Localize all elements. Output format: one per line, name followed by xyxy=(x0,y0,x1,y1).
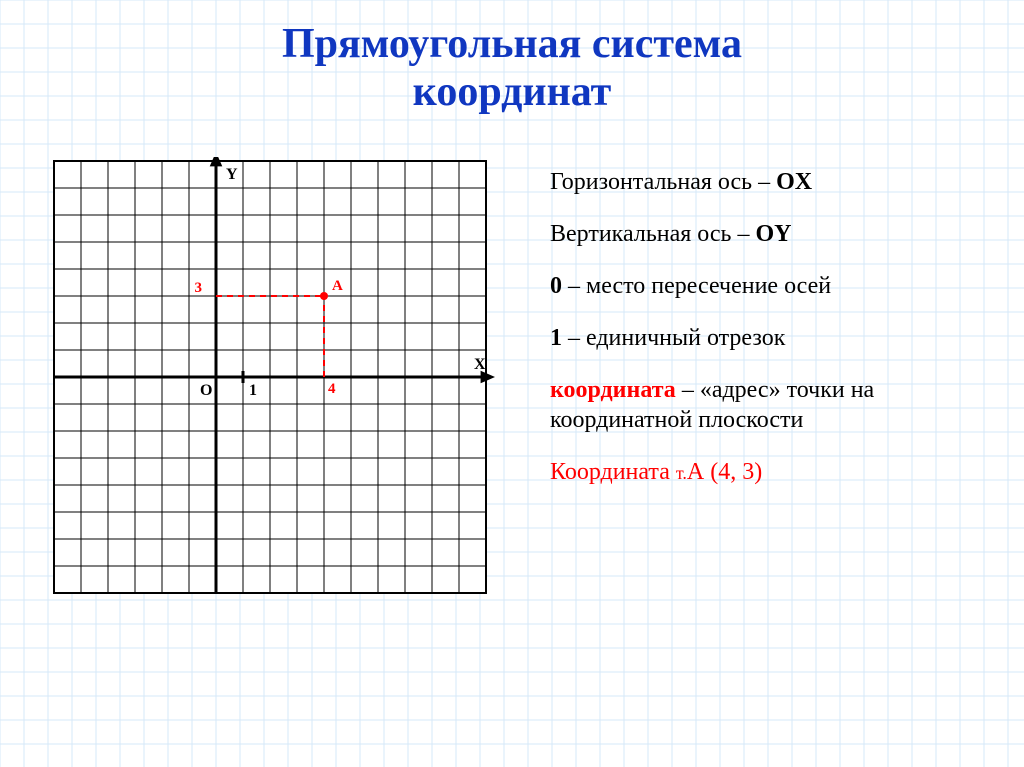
svg-text:1: 1 xyxy=(249,382,257,399)
svg-text:X: X xyxy=(474,356,486,373)
def-horizontal-axis: Горизонтальная ось – OX xyxy=(550,167,980,197)
definitions-text: Горизонтальная ось – OX Вертикальная ось… xyxy=(550,167,980,509)
def-origin: 0 – место пересечение осей xyxy=(550,271,980,301)
def-coordinate: координата – «адрес» точки на координатн… xyxy=(550,375,980,435)
svg-text:4: 4 xyxy=(328,381,336,397)
coordinate-plane-svg: X Y O 1 A 3 4 xyxy=(50,157,510,607)
coordinate-plane-chart: X Y O 1 A 3 4 xyxy=(50,157,510,612)
title-line-1: Прямоугольная система xyxy=(282,21,742,67)
svg-text:A: A xyxy=(332,278,343,294)
title-line-2: координат xyxy=(413,69,612,115)
svg-text:O: O xyxy=(200,382,212,399)
svg-text:3: 3 xyxy=(195,280,203,296)
page-title: Прямоугольная система координат xyxy=(0,0,1024,117)
svg-text:Y: Y xyxy=(226,166,238,183)
def-vertical-axis: Вертикальная ось – OY xyxy=(550,219,980,249)
def-unit-segment: 1 – единичный отрезок xyxy=(550,323,980,353)
def-point-coordinate: Координата т.А (4, 3) xyxy=(550,457,980,487)
